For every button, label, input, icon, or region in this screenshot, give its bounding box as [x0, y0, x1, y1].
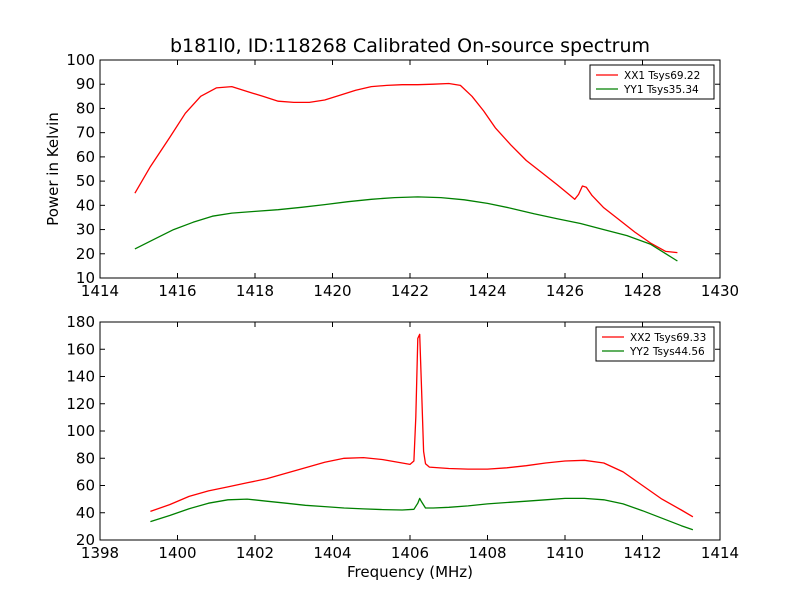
y-tick-label: 50 [76, 172, 95, 190]
y-tick-label: 70 [76, 124, 95, 142]
y-tick-label: 90 [76, 75, 95, 93]
y-tick-label: 40 [76, 504, 95, 522]
series-line-xx2 [150, 333, 694, 518]
legend-box [589, 64, 715, 100]
x-tick-label: 1422 [391, 282, 429, 300]
y-tick-label: 80 [76, 99, 95, 117]
y-tick-label: 10 [76, 269, 95, 287]
legend: XX2 Tsys69.33 YY2 Tsys44.56 [595, 326, 715, 362]
y-tick-label: 80 [76, 449, 95, 467]
y-tick-label: 120 [66, 395, 95, 413]
x-tick-label: 1418 [236, 282, 274, 300]
series-line-yy2 [150, 497, 694, 531]
x-tick-label: 1430 [701, 282, 739, 300]
y-tick-label: 140 [66, 368, 95, 386]
legend-box [595, 326, 715, 362]
x-tick-label: 1410 [546, 544, 584, 562]
x-tick-label: 1414 [701, 544, 739, 562]
y-tick-label: 30 [76, 221, 95, 239]
y-tick-label: 100 [66, 51, 95, 69]
y-tick-label: 100 [66, 422, 95, 440]
x-tick-label: 1408 [468, 544, 506, 562]
top-plot-panel: 1414 1416 1418 1420 1422 1424 1426 1428 1430 10 20… [66, 51, 739, 300]
x-tick-label: 1412 [623, 544, 661, 562]
x-tick-label: 1398 [81, 544, 119, 562]
x-tick-label: 1420 [313, 282, 351, 300]
y-tick-label: 20 [76, 245, 95, 263]
x-axis-label-bottom: Frequency (MHz) [347, 563, 473, 581]
y-tick-label: 160 [66, 340, 95, 358]
legend: XX1 Tsys69.22 YY1 Tsys35.34 [589, 64, 715, 100]
y-tick-label: 60 [76, 477, 95, 495]
x-tick-label: 1404 [313, 544, 351, 562]
x-tick-label: 1400 [158, 544, 196, 562]
legend-label: YY1 Tsys35.34 [623, 84, 699, 96]
x-tick-label: 1428 [623, 282, 661, 300]
y-tick-label: 180 [66, 313, 95, 331]
series-line-yy1 [134, 196, 678, 262]
x-tick-label: 1426 [546, 282, 584, 300]
y-tick-label: 60 [76, 148, 95, 166]
legend-label: XX1 Tsys69.22 [624, 70, 700, 82]
chart-title: b181l0, ID:118268 Calibrated On-source s… [170, 35, 650, 57]
x-tick-label: 1406 [391, 544, 429, 562]
bottom-plot-panel: 1398 1400 1402 1404 1406 1408 1410 1412 1414 20 40… [66, 313, 739, 562]
legend-label: YY2 Tsys44.56 [629, 346, 705, 358]
x-tick-label: 1402 [236, 544, 274, 562]
y-tick-label: 40 [76, 196, 95, 214]
y-tick-label: 20 [76, 531, 95, 549]
x-tick-label: 1424 [468, 282, 506, 300]
y-axis-label-top: Power in Kelvin [44, 112, 62, 226]
x-tick-label: 1416 [158, 282, 196, 300]
x-tick-label: 1414 [81, 282, 119, 300]
series-line-xx1 [134, 82, 678, 254]
legend-label: XX2 Tsys69.33 [630, 332, 706, 344]
